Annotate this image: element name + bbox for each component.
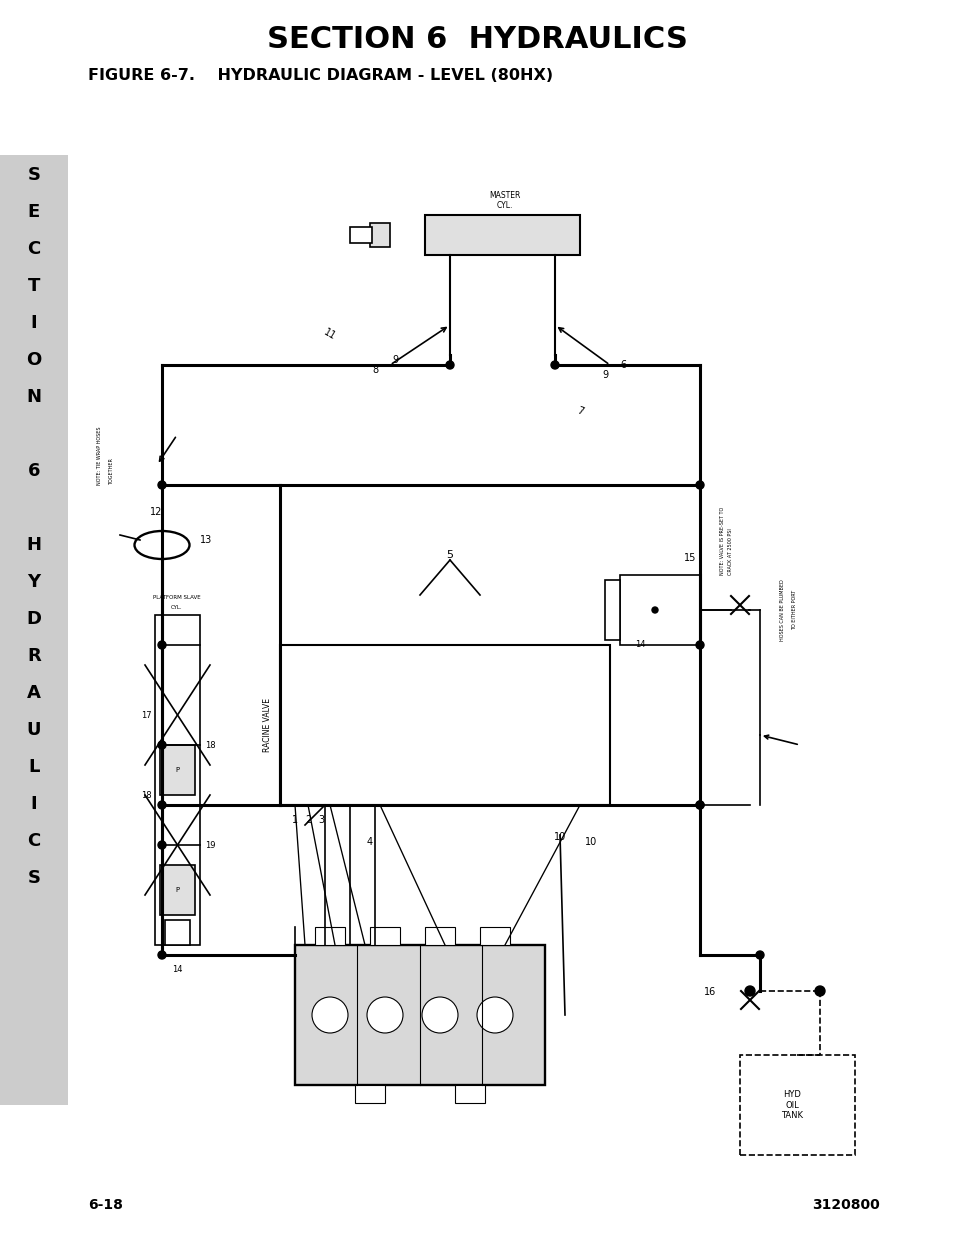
Circle shape [696,802,703,809]
Text: TOGETHER: TOGETHER [110,458,114,485]
Text: N: N [27,388,42,406]
Bar [294,945,544,1086]
Text: 1: 1 [292,815,297,825]
Text: Y: Y [28,573,41,592]
Text: C: C [28,240,41,258]
Bar [479,927,510,945]
Text: O: O [27,351,42,369]
Text: MASTER: MASTER [489,191,520,200]
Text: 18: 18 [205,741,215,750]
Text: 6-18: 6-18 [88,1198,123,1212]
Circle shape [312,997,348,1032]
Circle shape [158,641,166,650]
Text: P: P [174,887,179,893]
Circle shape [421,997,457,1032]
Text: CRACK AT 2500 PSI: CRACK AT 2500 PSI [727,529,732,576]
Bar [280,645,609,805]
Text: I: I [30,795,37,813]
Circle shape [696,480,703,489]
Circle shape [744,986,754,995]
Text: 4: 4 [367,837,373,847]
Circle shape [476,997,513,1032]
Text: 5: 5 [446,550,453,559]
Text: 13: 13 [200,535,212,545]
Bar [424,927,455,945]
Text: H: H [27,536,42,555]
Text: T: T [28,277,40,295]
Text: HYD
OIL
TANK: HYD OIL TANK [781,1091,802,1120]
Text: E: E [28,203,40,221]
Text: CYL.: CYL. [497,201,513,210]
Text: FIGURE 6-7.    HYDRAULIC DIAGRAM - LEVEL (80HX): FIGURE 6-7. HYDRAULIC DIAGRAM - LEVEL (8… [88,68,553,83]
Bar [370,224,390,247]
Text: D: D [27,610,42,629]
Circle shape [158,741,166,748]
Circle shape [696,802,703,809]
Circle shape [651,606,658,613]
Text: PLATFORM SLAVE: PLATFORM SLAVE [153,595,200,600]
Bar [154,615,200,945]
Text: 12: 12 [150,508,162,517]
Circle shape [158,802,166,809]
Text: 8: 8 [372,366,377,375]
Text: 16: 16 [703,987,716,997]
Bar [355,1086,385,1103]
Text: 18: 18 [141,790,152,799]
Text: S: S [28,165,40,184]
Text: 9: 9 [392,354,397,366]
Circle shape [446,361,454,369]
Text: 11: 11 [322,327,337,342]
Circle shape [158,841,166,848]
Text: RACINE VALVE: RACINE VALVE [263,698,273,752]
Bar [370,927,399,945]
Bar [350,227,372,243]
Text: A: A [27,684,41,701]
Text: 14: 14 [172,965,182,974]
Text: 9: 9 [601,370,607,380]
Bar [455,1086,484,1103]
Text: 15: 15 [683,553,696,563]
Text: S: S [28,869,40,887]
Text: TO EITHER PORT: TO EITHER PORT [791,590,796,630]
Text: 10: 10 [584,837,597,847]
Bar [165,920,190,945]
Text: P: P [174,767,179,773]
Text: C: C [28,832,41,850]
Bar [0,156,68,1105]
Text: 14: 14 [634,640,644,650]
Circle shape [158,951,166,960]
Bar [160,864,194,915]
Text: 6: 6 [619,359,625,370]
Text: 2: 2 [305,815,311,825]
Text: R: R [27,647,41,664]
Text: 19: 19 [205,841,215,850]
Bar [424,215,579,254]
Circle shape [551,361,558,369]
Text: 6: 6 [28,462,40,480]
Bar [160,745,194,795]
Circle shape [814,986,824,995]
Text: 3120800: 3120800 [811,1198,879,1212]
Text: 17: 17 [141,710,152,720]
Text: L: L [29,758,40,776]
Text: SECTION 6  HYDRAULICS: SECTION 6 HYDRAULICS [266,26,687,54]
Bar [740,1055,854,1155]
Text: 10: 10 [554,832,565,842]
Text: 7: 7 [575,405,584,417]
Text: HOSES CAN BE PLUMBED: HOSES CAN BE PLUMBED [780,579,784,641]
Bar [314,927,345,945]
Bar [604,580,619,640]
Circle shape [755,951,763,960]
Text: CYL.: CYL. [171,605,183,610]
Circle shape [158,480,166,489]
Ellipse shape [134,531,190,559]
Circle shape [696,641,703,650]
Bar [619,576,700,645]
Text: 3: 3 [317,815,324,825]
Text: NOTE: VALVE IS PRE-SET TO: NOTE: VALVE IS PRE-SET TO [720,506,724,576]
Text: U: U [27,721,41,739]
Text: I: I [30,314,37,332]
Circle shape [367,997,402,1032]
Text: NOTE: TIE WRAP HOSES: NOTE: TIE WRAP HOSES [97,426,102,485]
